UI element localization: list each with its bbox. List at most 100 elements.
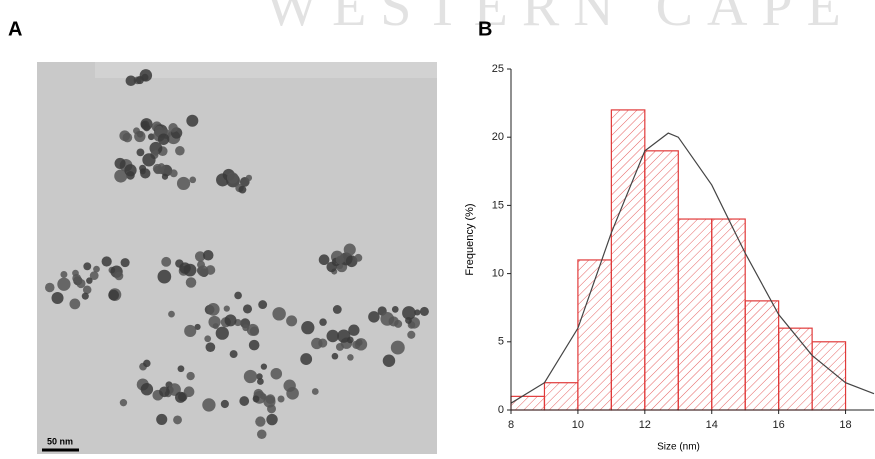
y-tick-label: 15 [492, 199, 504, 211]
particle [391, 306, 399, 313]
x-tick-label: 16 [773, 419, 785, 431]
particle [159, 386, 170, 398]
particle [402, 306, 416, 320]
particle [142, 153, 156, 167]
particle [179, 262, 191, 274]
particle [202, 250, 214, 261]
particle [354, 338, 368, 351]
particle [226, 172, 239, 184]
particle [125, 75, 137, 87]
particle [331, 352, 339, 360]
particle [147, 133, 155, 141]
particle [82, 285, 92, 295]
tem-image [37, 62, 437, 454]
particle [57, 277, 71, 291]
particle [368, 311, 380, 323]
watermark: WESTERN CAPE [265, 0, 855, 38]
particle [108, 289, 119, 301]
particle [196, 267, 204, 274]
particle [93, 265, 100, 273]
particle [134, 130, 146, 143]
particle [89, 271, 99, 280]
particle [300, 353, 313, 365]
particle [347, 354, 354, 361]
particle [168, 123, 178, 133]
particle [248, 339, 260, 351]
particle [202, 398, 216, 412]
particle [176, 176, 191, 191]
particle [311, 388, 319, 395]
particle [114, 169, 128, 183]
particle [343, 243, 356, 256]
particle [194, 251, 206, 262]
particle [286, 315, 298, 327]
particle [215, 326, 229, 340]
particle [189, 176, 197, 184]
particle [175, 391, 187, 403]
scale-bar-label: 50 nm [47, 436, 73, 446]
bar [644, 150, 679, 411]
particle [390, 340, 405, 355]
particle [229, 350, 238, 359]
particle [168, 310, 175, 318]
particle [186, 371, 195, 381]
particle [184, 324, 197, 338]
particle [101, 256, 112, 267]
particle [326, 329, 339, 343]
particle [72, 269, 79, 277]
particle [69, 298, 81, 310]
y-tick-label: 5 [498, 336, 504, 348]
particle [266, 413, 278, 426]
x-tick-label: 14 [706, 419, 718, 431]
particle [252, 395, 260, 403]
particle [245, 174, 253, 182]
particle [139, 164, 147, 172]
particle [157, 269, 172, 284]
particle [156, 413, 168, 425]
y-tick-label: 25 [492, 63, 504, 75]
particle [256, 373, 263, 380]
particle [114, 157, 126, 169]
particle [152, 163, 163, 174]
particle [60, 271, 68, 279]
x-tick-label: 18 [839, 419, 851, 431]
x-tick-label: 8 [508, 419, 514, 431]
particle [51, 291, 64, 304]
particle [234, 291, 242, 300]
particle [143, 359, 151, 368]
bar [744, 300, 780, 411]
y-tick-label: 10 [492, 268, 504, 280]
particle [120, 258, 130, 268]
particle [255, 416, 266, 427]
particle [206, 303, 220, 316]
particle [204, 335, 212, 343]
particle [140, 121, 148, 128]
particle [212, 323, 219, 330]
bar [510, 395, 546, 411]
particle [267, 404, 276, 414]
particle [414, 309, 421, 316]
particle [348, 324, 360, 336]
particle [405, 317, 412, 324]
particle [243, 369, 258, 384]
particle [185, 277, 197, 288]
particle [186, 114, 199, 127]
bar [677, 218, 713, 411]
particle [407, 330, 416, 339]
particle [161, 256, 172, 267]
particle [258, 300, 268, 310]
particle [177, 365, 185, 373]
bar [711, 218, 746, 411]
fit-curve [510, 132, 875, 404]
particle [86, 277, 93, 284]
bar [778, 327, 813, 411]
particle [246, 323, 259, 336]
particle [136, 148, 145, 157]
particle [205, 342, 216, 353]
particle [194, 323, 201, 331]
panel-label: A [8, 18, 22, 40]
particle [277, 395, 285, 403]
particle [239, 396, 250, 406]
particle [238, 185, 247, 194]
